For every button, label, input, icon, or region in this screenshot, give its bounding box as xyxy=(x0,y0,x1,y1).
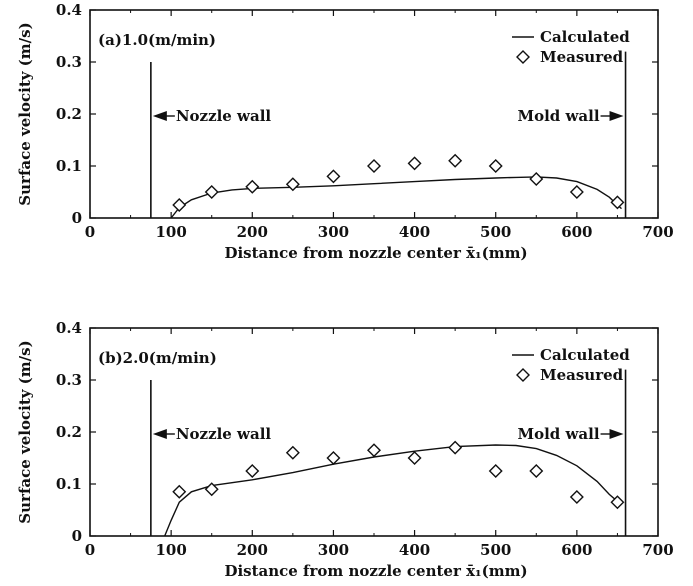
panel-label: (b)2.0(m/min) xyxy=(98,349,217,367)
measured-point xyxy=(488,159,503,173)
x-tick-label: 300 xyxy=(318,223,349,241)
measured-point xyxy=(407,451,422,465)
nozzle-wall-arrow-icon xyxy=(152,429,167,439)
series-calculated-line xyxy=(164,444,622,537)
legend-label: Calculated xyxy=(540,28,630,46)
y-tick-label: 0 xyxy=(72,527,82,545)
x-tick-label: 100 xyxy=(155,223,186,241)
x-tick-label: 400 xyxy=(399,541,430,559)
measured-point xyxy=(367,159,381,173)
measured-point xyxy=(245,464,260,478)
x-tick-label: 400 xyxy=(399,223,430,241)
x-tick-label: 500 xyxy=(480,541,511,559)
y-tick-label: 0.4 xyxy=(56,319,82,337)
y-tick-label: 0.1 xyxy=(56,157,82,175)
measured-point xyxy=(448,153,463,168)
panel-a: 0 100 200 300 400 500 600 700 0 0.1 0.2 0.3 0.4 Dista… xyxy=(16,1,674,262)
measured-point xyxy=(367,443,381,458)
x-tick-label: 0 xyxy=(85,541,95,559)
legend-label: Measured xyxy=(540,366,624,384)
x-tick-label: 600 xyxy=(561,541,592,559)
y-tick-label: 0.2 xyxy=(56,423,82,441)
y-tick-label: 0.4 xyxy=(56,1,82,19)
nozzle-wall-arrow-icon xyxy=(152,111,167,121)
x-tick-label: 600 xyxy=(561,223,592,241)
legend-label: Measured xyxy=(540,48,624,66)
y-axis-label: Surface velocity (m/s) xyxy=(16,22,34,205)
measured-point xyxy=(285,445,300,460)
x-tick-label: 200 xyxy=(237,541,268,559)
mold-wall-label: Mold wall xyxy=(517,425,599,443)
series-calculated-line xyxy=(170,176,622,219)
x-axis-label: Distance from nozzle center x̄₁(mm) xyxy=(224,562,527,580)
x-tick-label: 700 xyxy=(642,541,673,559)
legend-diamond-icon xyxy=(516,50,530,64)
nozzle-wall-label: Nozzle wall xyxy=(176,425,272,443)
mold-wall-arrow-icon xyxy=(609,111,624,121)
mold-wall-arrow-icon xyxy=(609,429,624,439)
panel-b: 0 100 200 300 400 500 600 700 0 0.1 0.2 0.3 0.4 Dista… xyxy=(16,319,674,580)
y-tick-label: 0.2 xyxy=(56,105,82,123)
measured-point xyxy=(610,195,625,210)
x-tick-label: 700 xyxy=(642,223,673,241)
x-tick-label: 300 xyxy=(318,541,349,559)
nozzle-wall-label: Nozzle wall xyxy=(176,107,272,125)
y-tick-label: 0.1 xyxy=(56,475,82,493)
measured-point xyxy=(326,451,341,465)
measured-point xyxy=(407,156,422,171)
measured-point xyxy=(610,495,625,510)
x-axis-label: Distance from nozzle center x̄₁(mm) xyxy=(224,244,527,262)
measured-point xyxy=(204,482,219,497)
y-axis-label: Surface velocity (m/s) xyxy=(16,340,34,523)
panel-label: (a)1.0(m/min) xyxy=(98,31,216,49)
measured-point xyxy=(245,179,260,194)
legend-label: Calculated xyxy=(540,346,630,364)
y-tick-label: 0 xyxy=(72,209,82,227)
measured-point xyxy=(172,484,187,499)
measured-point xyxy=(529,464,544,478)
x-tick-label: 200 xyxy=(237,223,268,241)
y-tick-label: 0.3 xyxy=(56,53,82,71)
measured-point xyxy=(172,198,187,212)
measured-point xyxy=(326,169,341,184)
measured-point xyxy=(285,177,300,192)
measured-point xyxy=(529,172,544,186)
measured-point xyxy=(488,464,503,478)
x-tick-label: 500 xyxy=(480,223,511,241)
x-tick-label: 0 xyxy=(85,223,95,241)
measured-point xyxy=(448,440,463,455)
x-tick-label: 100 xyxy=(155,541,186,559)
y-tick-label: 0.3 xyxy=(56,371,82,389)
measured-point xyxy=(204,185,219,199)
mold-wall-label: Mold wall xyxy=(517,107,599,125)
legend-diamond-icon xyxy=(516,368,530,382)
measured-point xyxy=(569,185,584,199)
measured-point xyxy=(569,490,584,504)
